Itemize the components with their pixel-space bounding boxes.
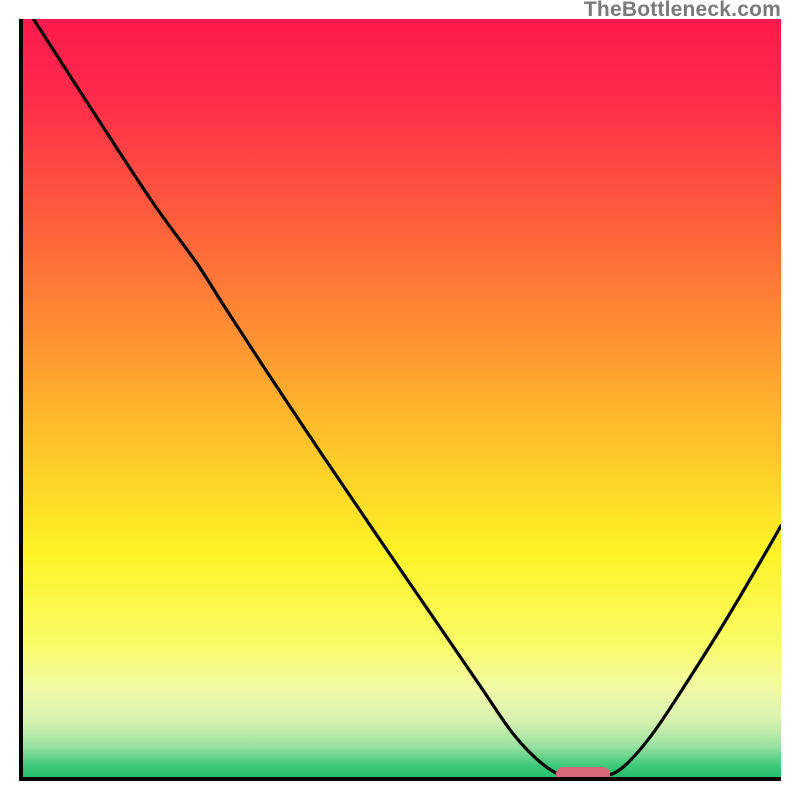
minimum-marker bbox=[556, 767, 609, 781]
chart-container: TheBottleneck.com bbox=[0, 0, 800, 800]
plot-area bbox=[19, 19, 781, 781]
background-gradient bbox=[19, 19, 781, 781]
watermark-text: TheBottleneck.com bbox=[584, 0, 781, 22]
